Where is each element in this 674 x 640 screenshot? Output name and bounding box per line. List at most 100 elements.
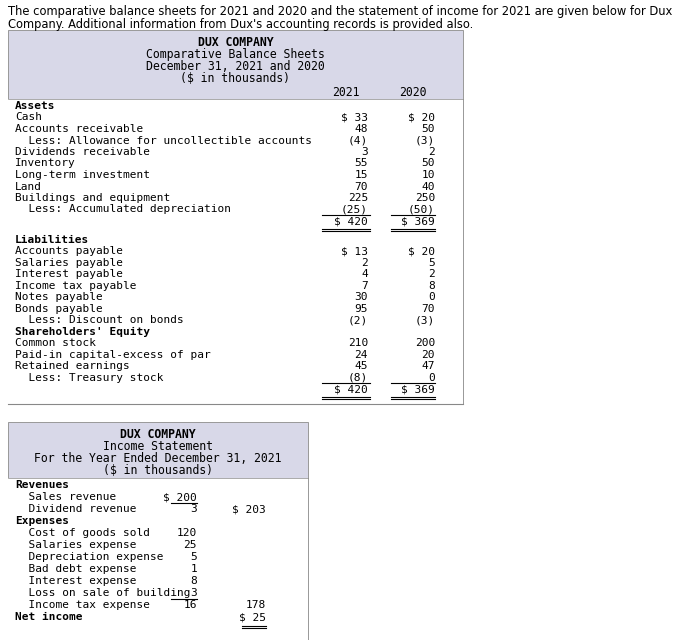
Text: Less: Discount on bonds: Less: Discount on bonds <box>15 316 184 326</box>
Text: $ 369: $ 369 <box>401 216 435 226</box>
Text: Land: Land <box>15 182 42 191</box>
Text: $ 420: $ 420 <box>334 385 368 394</box>
Text: Salaries payable: Salaries payable <box>15 258 123 268</box>
Text: 70: 70 <box>421 304 435 314</box>
Text: 178: 178 <box>246 600 266 611</box>
Text: 2021: 2021 <box>332 86 360 99</box>
Text: 8: 8 <box>428 281 435 291</box>
Text: Revenues: Revenues <box>15 481 69 490</box>
Text: Less: Treasury stock: Less: Treasury stock <box>15 373 164 383</box>
Text: (3): (3) <box>415 136 435 145</box>
Text: 24: 24 <box>355 350 368 360</box>
Text: 1: 1 <box>190 564 197 575</box>
Text: 4: 4 <box>361 269 368 280</box>
Text: (2): (2) <box>348 316 368 326</box>
Text: Cash: Cash <box>15 113 42 122</box>
Text: Interest payable: Interest payable <box>15 269 123 280</box>
Text: 2: 2 <box>428 269 435 280</box>
Text: $ 200: $ 200 <box>163 492 197 502</box>
Text: Sales revenue: Sales revenue <box>15 492 116 502</box>
Text: 120: 120 <box>177 529 197 538</box>
Text: 25: 25 <box>183 540 197 550</box>
Text: $ 20: $ 20 <box>408 246 435 257</box>
Text: Liabilities: Liabilities <box>15 235 89 245</box>
Text: Bad debt expense: Bad debt expense <box>15 564 137 575</box>
Text: Interest expense: Interest expense <box>15 577 137 586</box>
Text: 2: 2 <box>428 147 435 157</box>
Text: Income tax expense: Income tax expense <box>15 600 150 611</box>
Text: Assets: Assets <box>15 101 55 111</box>
Text: 95: 95 <box>355 304 368 314</box>
Text: Salaries expense: Salaries expense <box>15 540 137 550</box>
Text: Notes payable: Notes payable <box>15 292 102 303</box>
Text: 70: 70 <box>355 182 368 191</box>
Text: 3: 3 <box>190 504 197 515</box>
Text: 2: 2 <box>361 258 368 268</box>
Text: DUX COMPANY: DUX COMPANY <box>197 36 274 49</box>
Text: Income tax payable: Income tax payable <box>15 281 137 291</box>
Text: Depreciation expense: Depreciation expense <box>15 552 164 563</box>
Text: Loss on sale of building: Loss on sale of building <box>15 588 191 598</box>
Text: $ 203: $ 203 <box>233 504 266 515</box>
Text: 0: 0 <box>428 292 435 303</box>
Text: Dividends receivable: Dividends receivable <box>15 147 150 157</box>
Text: 0: 0 <box>428 373 435 383</box>
Text: 30: 30 <box>355 292 368 303</box>
Text: $ 369: $ 369 <box>401 385 435 394</box>
Text: 200: 200 <box>415 339 435 348</box>
Text: For the Year Ended December 31, 2021: For the Year Ended December 31, 2021 <box>34 452 282 465</box>
Text: $ 13: $ 13 <box>341 246 368 257</box>
Text: Accounts payable: Accounts payable <box>15 246 123 257</box>
Text: ($ in thousands): ($ in thousands) <box>181 72 290 85</box>
Text: 16: 16 <box>183 600 197 611</box>
Text: $ 420: $ 420 <box>334 216 368 226</box>
Text: 15: 15 <box>355 170 368 180</box>
Text: Buildings and equipment: Buildings and equipment <box>15 193 171 203</box>
Text: (50): (50) <box>408 205 435 214</box>
Text: $ 33: $ 33 <box>341 113 368 122</box>
Text: Accounts receivable: Accounts receivable <box>15 124 144 134</box>
Text: The comparative balance sheets for 2021 and 2020 and the statement of income for: The comparative balance sheets for 2021 … <box>8 5 672 18</box>
Text: Comparative Balance Sheets: Comparative Balance Sheets <box>146 48 325 61</box>
Text: Common stock: Common stock <box>15 339 96 348</box>
Text: (25): (25) <box>341 205 368 214</box>
Text: Bonds payable: Bonds payable <box>15 304 102 314</box>
Text: 50: 50 <box>421 124 435 134</box>
Text: Less: Allowance for uncollectible accounts: Less: Allowance for uncollectible accoun… <box>15 136 312 145</box>
Text: 47: 47 <box>421 362 435 371</box>
Text: 3: 3 <box>190 588 197 598</box>
Text: Inventory: Inventory <box>15 159 75 168</box>
FancyBboxPatch shape <box>8 422 308 640</box>
Text: Paid-in capital-excess of par: Paid-in capital-excess of par <box>15 350 211 360</box>
Text: 45: 45 <box>355 362 368 371</box>
Text: 5: 5 <box>190 552 197 563</box>
FancyBboxPatch shape <box>8 99 463 404</box>
FancyBboxPatch shape <box>8 478 308 640</box>
Text: 20: 20 <box>421 350 435 360</box>
Text: ($ in thousands): ($ in thousands) <box>103 465 213 477</box>
Text: 50: 50 <box>421 159 435 168</box>
Text: Long-term investment: Long-term investment <box>15 170 150 180</box>
Text: $ 20: $ 20 <box>408 113 435 122</box>
Text: DUX COMPANY: DUX COMPANY <box>120 428 196 442</box>
Text: (4): (4) <box>348 136 368 145</box>
Text: Shareholders' Equity: Shareholders' Equity <box>15 327 150 337</box>
Text: Expenses: Expenses <box>15 516 69 526</box>
Text: 210: 210 <box>348 339 368 348</box>
Text: Net income: Net income <box>15 612 82 622</box>
Text: 7: 7 <box>361 281 368 291</box>
Text: 5: 5 <box>428 258 435 268</box>
Text: December 31, 2021 and 2020: December 31, 2021 and 2020 <box>146 60 325 73</box>
Text: 10: 10 <box>421 170 435 180</box>
Text: 8: 8 <box>190 577 197 586</box>
Text: 3: 3 <box>361 147 368 157</box>
Text: 40: 40 <box>421 182 435 191</box>
Text: 225: 225 <box>348 193 368 203</box>
Text: $ 25: $ 25 <box>239 612 266 622</box>
Text: (3): (3) <box>415 316 435 326</box>
Text: 250: 250 <box>415 193 435 203</box>
Text: Retained earnings: Retained earnings <box>15 362 130 371</box>
Text: Cost of goods sold: Cost of goods sold <box>15 529 150 538</box>
Text: Dividend revenue: Dividend revenue <box>15 504 137 515</box>
Text: 48: 48 <box>355 124 368 134</box>
